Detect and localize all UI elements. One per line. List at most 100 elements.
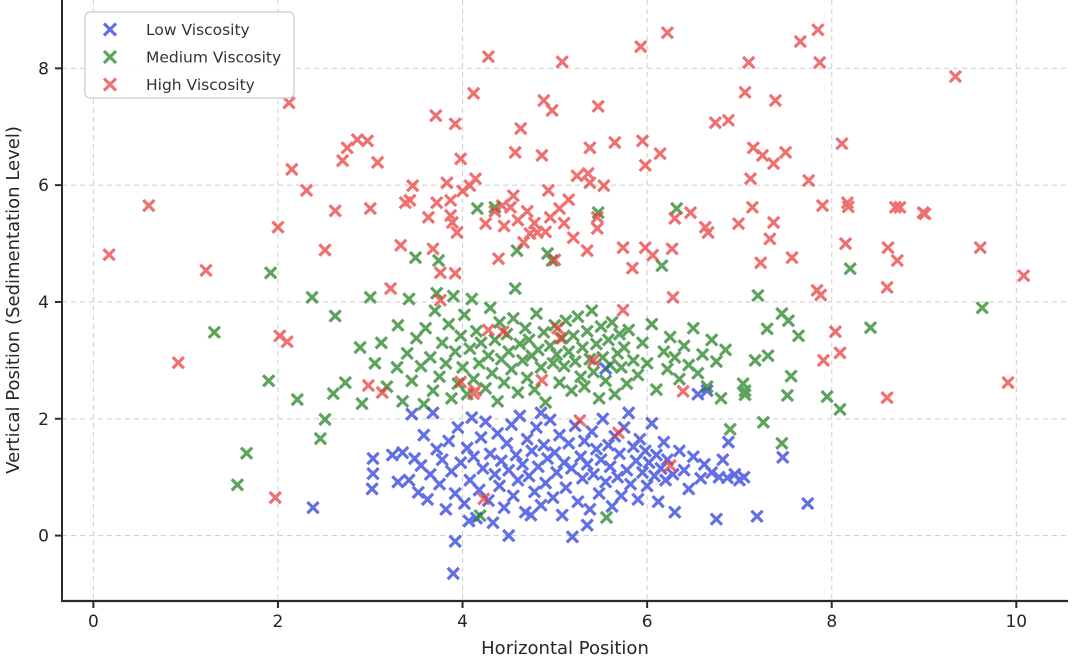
data-point-x-marker [465, 410, 479, 425]
data-point-x-marker [335, 153, 350, 168]
data-point-x-marker [393, 238, 408, 253]
data-point-x-marker [750, 509, 764, 524]
data-point-x-marker [672, 372, 687, 386]
data-point-x-marker [508, 145, 522, 160]
data-point-x-marker [753, 256, 768, 270]
data-point-x-marker [490, 394, 505, 409]
data-point-x-marker [838, 236, 853, 251]
data-point-x-marker [328, 204, 342, 218]
data-point-x-marker [640, 479, 654, 493]
data-point-x-marker [383, 281, 398, 296]
data-point-x-marker [738, 383, 752, 398]
data-point-x-marker [586, 353, 601, 368]
data-point-x-marker [565, 530, 580, 544]
x-tick-label: 4 [457, 612, 468, 632]
data-point-x-marker [666, 467, 680, 482]
data-point-x-marker [511, 473, 525, 487]
data-point-x-marker [638, 444, 653, 458]
data-point-x-marker [833, 346, 847, 360]
data-point-x-marker [462, 514, 476, 528]
data-point-x-marker [655, 258, 669, 273]
data-point-x-marker [775, 436, 789, 451]
data-point-x-marker [973, 240, 988, 255]
data-point-x-marker [390, 360, 404, 375]
data-point-x-marker [285, 162, 299, 177]
data-point-x-marker [555, 508, 569, 522]
data-point-x-marker [681, 482, 696, 496]
data-point-x-marker [423, 350, 438, 365]
data-point-x-marker [840, 195, 855, 210]
data-point-x-marker [391, 318, 405, 333]
data-point-x-marker [598, 374, 613, 388]
data-point-x-marker [529, 420, 544, 435]
data-point-x-marker [142, 198, 156, 213]
data-point-x-marker [102, 247, 116, 262]
data-point-x-marker [535, 373, 549, 387]
y-tick-label: 8 [38, 59, 49, 79]
data-point-x-marker [597, 178, 611, 193]
data-point-x-marker [591, 99, 605, 114]
data-point-x-marker [601, 333, 616, 347]
data-point-x-marker [575, 471, 590, 486]
data-point-x-marker [592, 391, 606, 406]
data-point-x-marker [463, 473, 477, 487]
data-point-x-marker [616, 240, 630, 255]
data-point-x-marker [549, 347, 564, 362]
data-point-x-marker [676, 384, 690, 399]
data-point-x-marker [448, 344, 462, 359]
data-point-x-marker [492, 479, 507, 493]
data-point-x-marker [571, 309, 585, 324]
data-point-x-marker [841, 200, 856, 214]
data-point-x-marker [629, 454, 643, 468]
data-point-x-marker [522, 333, 536, 347]
data-point-x-marker [463, 341, 477, 356]
data-point-x-marker [435, 452, 449, 467]
data-point-x-marker [564, 461, 579, 476]
data-point-x-marker [405, 407, 419, 421]
data-point-x-marker [363, 290, 378, 305]
data-point-x-marker [623, 477, 638, 491]
data-point-x-marker [520, 371, 534, 385]
data-point-x-marker [654, 461, 668, 476]
data-point-x-marker [645, 317, 659, 331]
data-point-x-marker [491, 251, 506, 266]
data-point-x-marker [395, 445, 410, 460]
data-point-x-marker [468, 171, 483, 186]
data-point-x-marker [663, 458, 677, 473]
data-point-x-marker [409, 331, 424, 345]
data-point-x-marker [432, 369, 447, 384]
data-point-x-marker [506, 188, 521, 203]
data-point-x-marker [573, 413, 587, 428]
data-point-x-marker [527, 216, 542, 230]
x-tick-label: 2 [273, 612, 284, 632]
data-point-x-marker [686, 449, 701, 464]
data-point-x-marker [518, 321, 533, 335]
data-point-x-marker [405, 374, 419, 388]
data-point-x-marker [441, 317, 456, 331]
data-point-x-marker [863, 320, 878, 335]
data-point-x-marker [531, 343, 545, 357]
data-point-x-marker [375, 385, 390, 400]
data-point-x-marker [755, 148, 770, 163]
data-point-x-marker [465, 292, 479, 306]
x-tick-label: 8 [826, 612, 837, 632]
data-point-x-marker [469, 324, 484, 338]
data-point-x-marker [472, 483, 486, 497]
data-point-x-marker [497, 219, 511, 233]
legend-box [84, 11, 295, 99]
data-point-x-marker [481, 49, 496, 64]
data-point-x-marker [501, 528, 516, 543]
data-point-x-marker [513, 121, 528, 136]
data-point-x-marker [497, 375, 511, 390]
x-tick-label: 6 [642, 612, 653, 632]
series-low-viscosity [306, 361, 815, 581]
data-point-x-marker [700, 383, 714, 398]
data-point-x-marker [318, 243, 332, 257]
data-point-x-marker [677, 463, 691, 477]
data-point-x-marker [583, 352, 597, 366]
data-point-x-marker [743, 171, 758, 186]
data-point-x-marker [918, 207, 932, 221]
data-point-x-marker [261, 374, 276, 388]
data-point-x-marker [486, 515, 500, 530]
data-point-x-marker [720, 471, 735, 485]
